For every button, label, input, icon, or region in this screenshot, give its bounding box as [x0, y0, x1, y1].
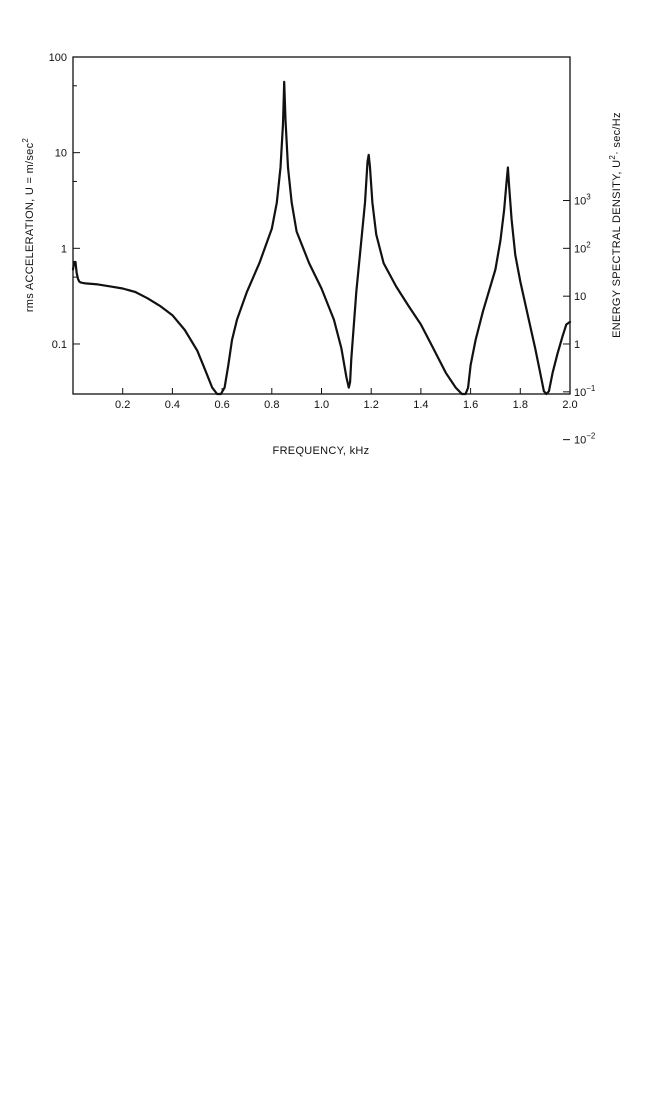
x-tick-label: 0.4 [165, 399, 180, 411]
x-tick-label: 1.6 [463, 399, 478, 411]
right-y-tick-label: 10 [574, 291, 586, 303]
x-tick-label: 1.8 [513, 399, 528, 411]
right-y-tick-label: 10−1 [574, 384, 596, 399]
right-y-tick-label: 1 [574, 339, 580, 351]
left-y-tick-label: 0.1 [52, 339, 67, 351]
right-y-axis-label: ENERGY SPECTRAL DENSITY, U2· sec/Hz [608, 112, 623, 338]
left-y-tick-label: 10 [55, 148, 67, 160]
left-y-axis-label-exp: 2 [21, 138, 30, 143]
left-y-tick-label: 100 [49, 52, 67, 64]
x-tick-label: 0.8 [264, 399, 279, 411]
series-line [71, 80, 572, 396]
right-y-tick-label: 103 [574, 193, 591, 208]
right-y-axis-label-exp: 2 [608, 155, 617, 160]
left-y-tick-label: 1 [61, 243, 67, 255]
x-tick-label: 2.0 [562, 399, 577, 411]
left-y-axis-label: rms ACCELERATION, U = m/sec2 [21, 138, 36, 313]
x-axis-ticks: 0.2 0.4 0.6 0.8 1.0 1.2 1.4 1.6 1.8 2.0 [115, 388, 578, 411]
x-tick-label: 0.2 [115, 399, 130, 411]
x-tick-label: 1.0 [314, 399, 329, 411]
x-tick-label: 1.2 [364, 399, 379, 411]
x-axis-label: FREQUENCY, kHz [273, 445, 370, 457]
x-tick-label: 1.4 [413, 399, 428, 411]
right-y-tick-label: 10−2 [574, 432, 596, 447]
plot-frame [72, 56, 571, 395]
left-y-axis-label-main: rms ACCELERATION, U = m/sec [24, 142, 36, 312]
chart: 0.2 0.4 0.6 0.8 1.0 1.2 1.4 1.6 1.8 2.0 0.1110100… [21, 52, 623, 457]
right-y-axis-label-main: ENERGY SPECTRAL DENSITY, U [611, 160, 623, 338]
left-y-axis-ticks: 0.1 1 10 100 [49, 52, 80, 351]
right-y-axis-label-unit: · sec/Hz [611, 112, 623, 155]
x-tick-label: 0.6 [214, 399, 229, 411]
right-y-tick-label: 102 [574, 240, 591, 255]
